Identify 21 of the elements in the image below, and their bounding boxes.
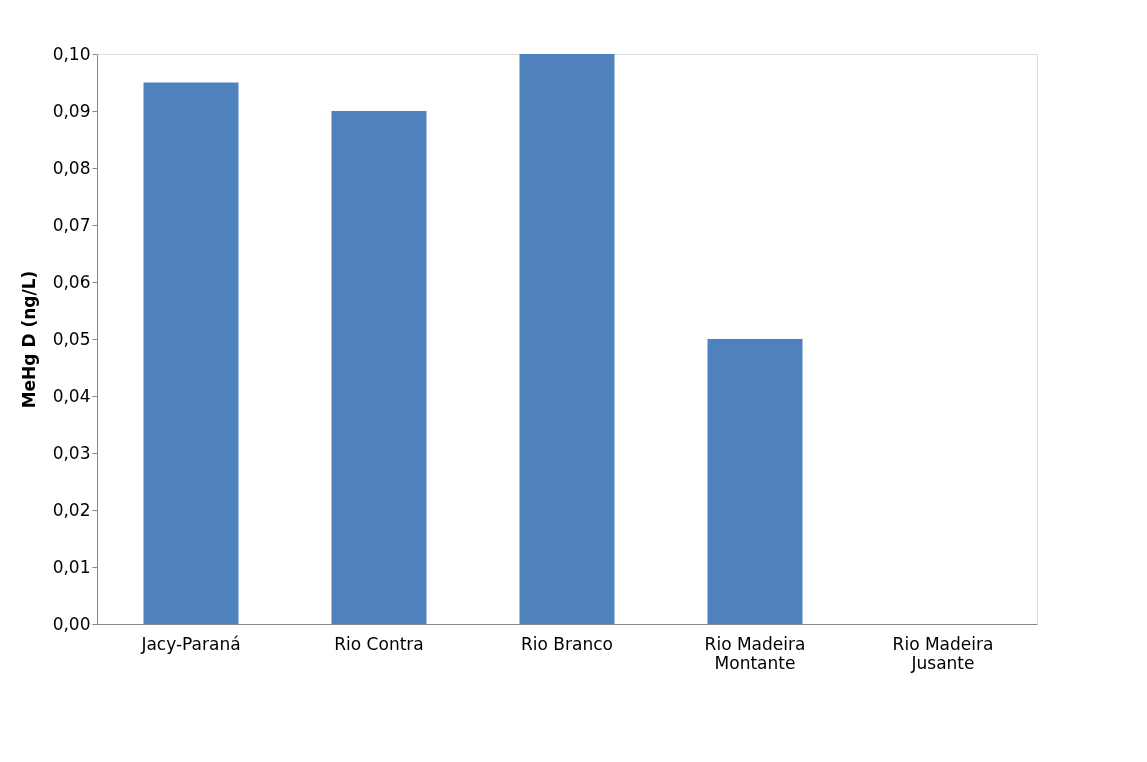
x-tick-label: Rio Madeira Jusante xyxy=(892,633,994,673)
y-tick-label: 0,07 xyxy=(52,214,91,235)
y-tick-label: 0,09 xyxy=(52,100,91,121)
y-tick-label: 0,06 xyxy=(52,271,91,292)
bar xyxy=(707,339,803,624)
y-tick-label: 0,03 xyxy=(52,442,91,463)
bar xyxy=(331,111,427,624)
y-tick-label: 0,01 xyxy=(52,556,91,577)
y-tick-label: 0,02 xyxy=(52,499,91,520)
y-tick-label: 0,08 xyxy=(52,157,91,178)
x-tick-label: Rio Branco xyxy=(521,633,613,654)
y-tick-label: 0,10 xyxy=(52,43,91,64)
x-tick-label: Rio Contra xyxy=(334,633,424,654)
y-axis-title: MeHg D (ng/L) xyxy=(18,270,39,409)
x-tick-label: Rio Madeira Montante xyxy=(704,633,806,673)
y-tick-label: 0,00 xyxy=(52,613,91,634)
y-tick-label: 0,04 xyxy=(52,385,91,406)
bar xyxy=(519,54,615,624)
x-tick-label: Jacy-Paraná xyxy=(140,633,241,654)
y-tick-label: 0,05 xyxy=(52,328,91,349)
bar xyxy=(143,82,239,624)
